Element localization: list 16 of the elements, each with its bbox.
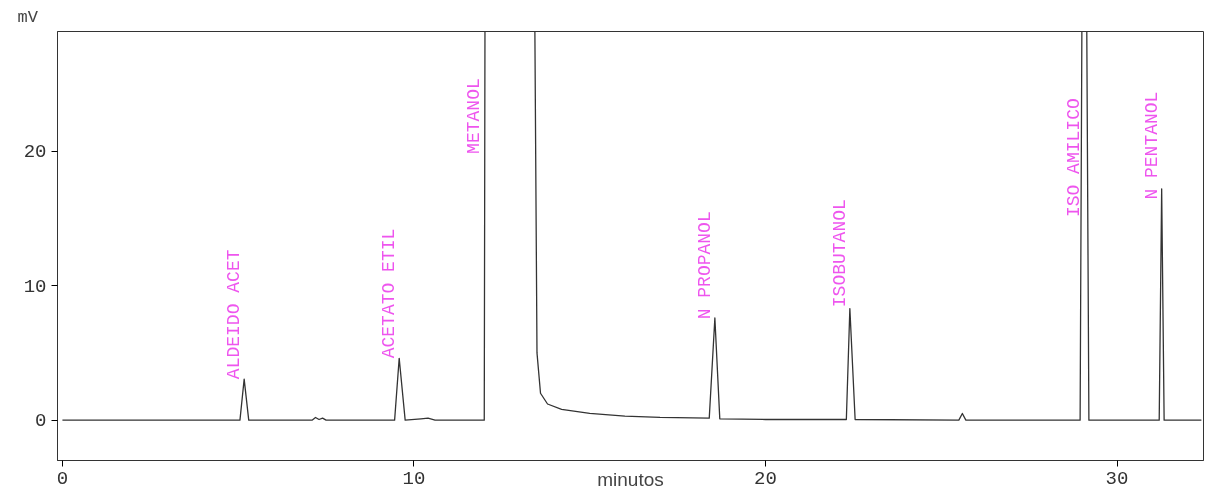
- annotation: ISOBUTANOL: [829, 199, 850, 308]
- annotation: ISO AMILICO: [1064, 98, 1085, 218]
- annotation: N PENTANOL: [1141, 91, 1162, 200]
- annotation: N PROPANOL: [694, 211, 715, 320]
- x-tick-label: 0: [56, 467, 69, 490]
- y-tick-label: 0: [35, 410, 47, 433]
- x-tick-label: 10: [402, 467, 426, 490]
- x-axis-title: minutos: [597, 468, 664, 490]
- annotation: ALDEIDO ACET: [224, 249, 245, 380]
- annotation: ACETATO ETIL: [379, 228, 400, 359]
- y-axis-title: mV: [17, 7, 39, 27]
- x-tick-label: 30: [1105, 467, 1129, 490]
- annotation: METANOL: [464, 78, 485, 154]
- y-tick-label: 20: [23, 141, 47, 164]
- x-tick-label: 20: [754, 467, 777, 490]
- y-tick-label: 10: [23, 275, 47, 298]
